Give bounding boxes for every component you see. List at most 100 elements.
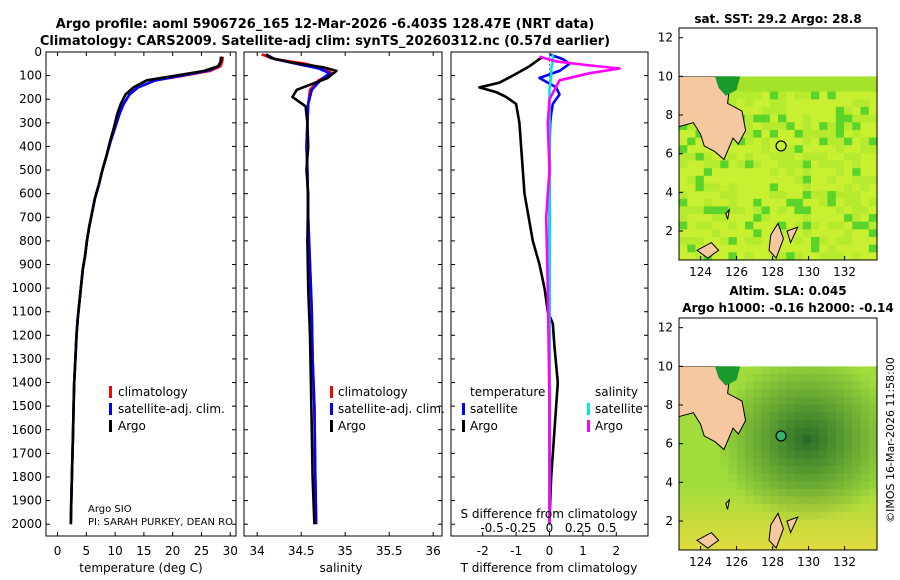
map-cell xyxy=(802,99,812,108)
map-cell xyxy=(819,145,829,154)
map-cell xyxy=(745,244,754,253)
legend-label-argo: Argo xyxy=(338,419,366,433)
legend-swatch-temp-argo xyxy=(462,420,465,432)
map-cell xyxy=(811,504,820,513)
map-cell xyxy=(827,458,837,467)
map-cell xyxy=(819,206,829,215)
map-cell xyxy=(860,511,870,520)
map-cell xyxy=(835,519,845,528)
map-cell xyxy=(703,229,713,238)
map-cell xyxy=(868,221,878,230)
map-cell xyxy=(860,366,870,375)
map-cell xyxy=(728,458,738,467)
map-cell xyxy=(844,374,853,383)
map-cell xyxy=(860,442,870,452)
map-cell xyxy=(736,435,746,444)
map-cell xyxy=(712,458,721,467)
map-cell xyxy=(769,198,779,207)
map-cell xyxy=(761,145,771,154)
map-cell xyxy=(778,91,787,100)
map-cell xyxy=(802,152,812,162)
map-cell xyxy=(835,534,845,543)
map-cell xyxy=(736,527,746,536)
map-cell xyxy=(852,168,862,177)
map-cell xyxy=(753,91,763,100)
map-cell xyxy=(712,237,721,246)
map-cell xyxy=(687,183,697,192)
map-cell xyxy=(769,191,779,200)
map-cell xyxy=(786,221,796,230)
map-cell xyxy=(852,404,862,413)
map-cell xyxy=(745,527,754,536)
map-cell xyxy=(778,458,787,467)
map-cell xyxy=(745,427,754,436)
map-cell xyxy=(712,206,721,215)
map-cell xyxy=(835,229,845,238)
map-cell xyxy=(679,206,688,215)
x-tick-label: 20 xyxy=(165,544,180,558)
map-cell xyxy=(811,450,820,459)
map-cell xyxy=(728,534,738,543)
map-cell xyxy=(736,496,746,505)
map-cell xyxy=(786,129,796,139)
map-cell xyxy=(827,473,837,482)
x-tick-label: -1 xyxy=(510,544,522,558)
legend-label-sal-satellite: satellite xyxy=(595,402,643,416)
map-cell xyxy=(736,229,746,238)
map-cell xyxy=(852,488,862,497)
map-cell xyxy=(778,106,787,116)
map-cell xyxy=(827,244,837,253)
map-cell xyxy=(811,496,820,505)
map-cell xyxy=(786,122,796,131)
map-cell xyxy=(860,404,870,413)
map-cell xyxy=(860,504,870,513)
map-cell xyxy=(695,237,705,246)
map-cell xyxy=(761,381,771,390)
map-cell xyxy=(868,381,878,390)
map-cell xyxy=(786,450,796,459)
map-cell xyxy=(786,84,796,93)
map-cell xyxy=(745,84,754,93)
map-cell xyxy=(827,252,837,261)
map-cell xyxy=(802,527,812,536)
map-cell xyxy=(852,160,862,169)
map-cell xyxy=(736,465,746,474)
map-cell xyxy=(761,183,771,192)
difference-ticks: -2 -1 0 1 2 xyxy=(451,51,648,558)
map-cell xyxy=(761,237,771,246)
map-cell xyxy=(736,450,746,459)
map-cell xyxy=(761,504,771,513)
map-cell xyxy=(703,527,713,536)
map-cell xyxy=(802,511,812,520)
map-cell xyxy=(802,191,812,200)
map-cell xyxy=(811,465,820,474)
y-tick-label: 1900 xyxy=(11,494,42,508)
map-cell xyxy=(728,450,738,459)
map-cell xyxy=(728,198,738,207)
map-cell xyxy=(868,206,878,215)
map-cell xyxy=(852,175,862,184)
map-cell xyxy=(860,106,870,116)
map-cell xyxy=(811,404,820,413)
map-cell xyxy=(761,534,771,543)
map-cell xyxy=(720,488,730,497)
map-cell xyxy=(712,442,721,452)
map-cell xyxy=(695,206,705,215)
map-cell xyxy=(720,175,730,184)
map-cell xyxy=(835,175,845,184)
map-cell xyxy=(703,442,713,452)
map-cell xyxy=(868,106,878,116)
map-cell xyxy=(827,152,837,162)
map-cell xyxy=(753,229,763,238)
map-cell xyxy=(786,191,796,200)
map-cell xyxy=(745,412,754,421)
map-cell xyxy=(720,183,730,192)
map-cell xyxy=(712,465,721,474)
map-cell xyxy=(761,412,771,421)
map-cell xyxy=(827,542,837,551)
map-cell xyxy=(745,183,754,192)
y-tick-label: 1500 xyxy=(11,399,42,413)
salinity-difference-xlabel: S difference from climatology xyxy=(461,507,638,521)
map-cell xyxy=(712,183,721,192)
map-cell xyxy=(720,160,730,169)
